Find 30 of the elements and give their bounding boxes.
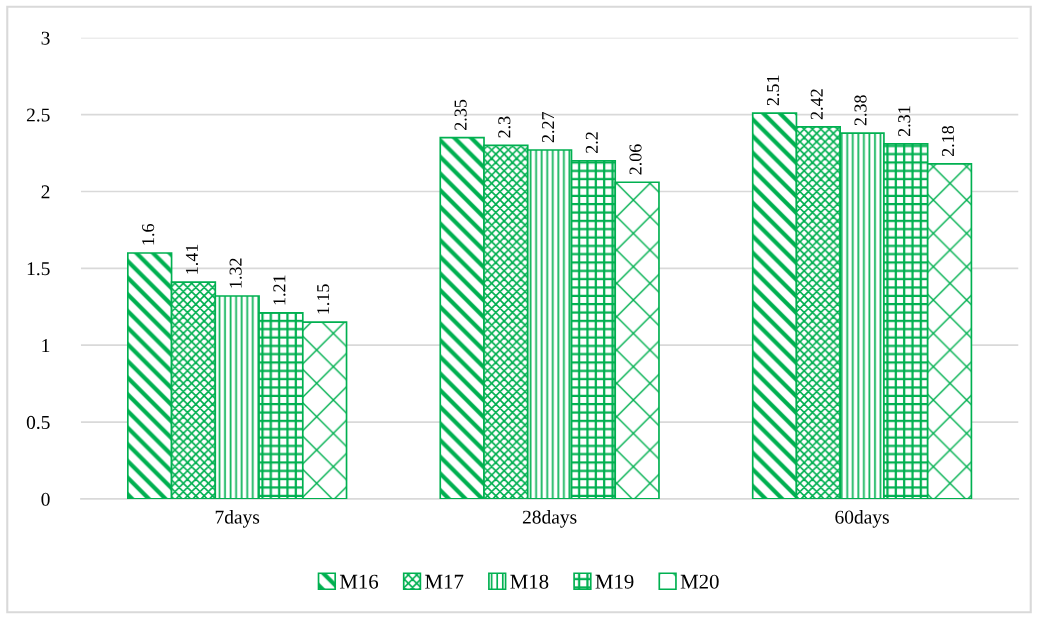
data-label: 1.21	[273, 275, 286, 305]
legend-label: M16	[339, 574, 379, 589]
y-tick-label: 0	[41, 492, 50, 506]
data-label: 1.15	[317, 284, 330, 314]
x-tick-label: 60days	[835, 510, 889, 528]
data-label: 2.3	[498, 116, 511, 138]
data-label: 2.51	[766, 75, 780, 106]
legend-label: M18	[510, 574, 549, 589]
y-tick-label: 2	[41, 185, 50, 199]
data-label: 2.2	[585, 132, 598, 153]
y-tick-label: 2.5	[26, 108, 50, 122]
data-label: 2.18	[941, 125, 955, 157]
legend-label: M17	[425, 574, 464, 589]
legend-label: M20	[680, 574, 719, 589]
data-label: 2.38	[854, 95, 867, 126]
data-label: 2.42	[810, 89, 823, 120]
y-tick-label: 1.5	[27, 262, 50, 276]
y-tick-label: 3	[41, 31, 50, 45]
data-label: 1.6	[142, 223, 155, 245]
legend-label: M19	[595, 574, 634, 589]
y-tick-label: 0.5	[26, 415, 50, 430]
data-label: 1.32	[229, 258, 242, 288]
data-label: 2.35	[454, 99, 467, 130]
data-label: 2.27	[542, 111, 555, 143]
x-tick-label: 28days	[522, 510, 577, 528]
data-label: 1.41	[185, 244, 199, 274]
data-label: 2.31	[898, 106, 911, 137]
y-tick-label: 1	[42, 339, 50, 352]
x-tick-label: 7days	[215, 510, 260, 528]
data-label: 2.06	[629, 144, 642, 175]
